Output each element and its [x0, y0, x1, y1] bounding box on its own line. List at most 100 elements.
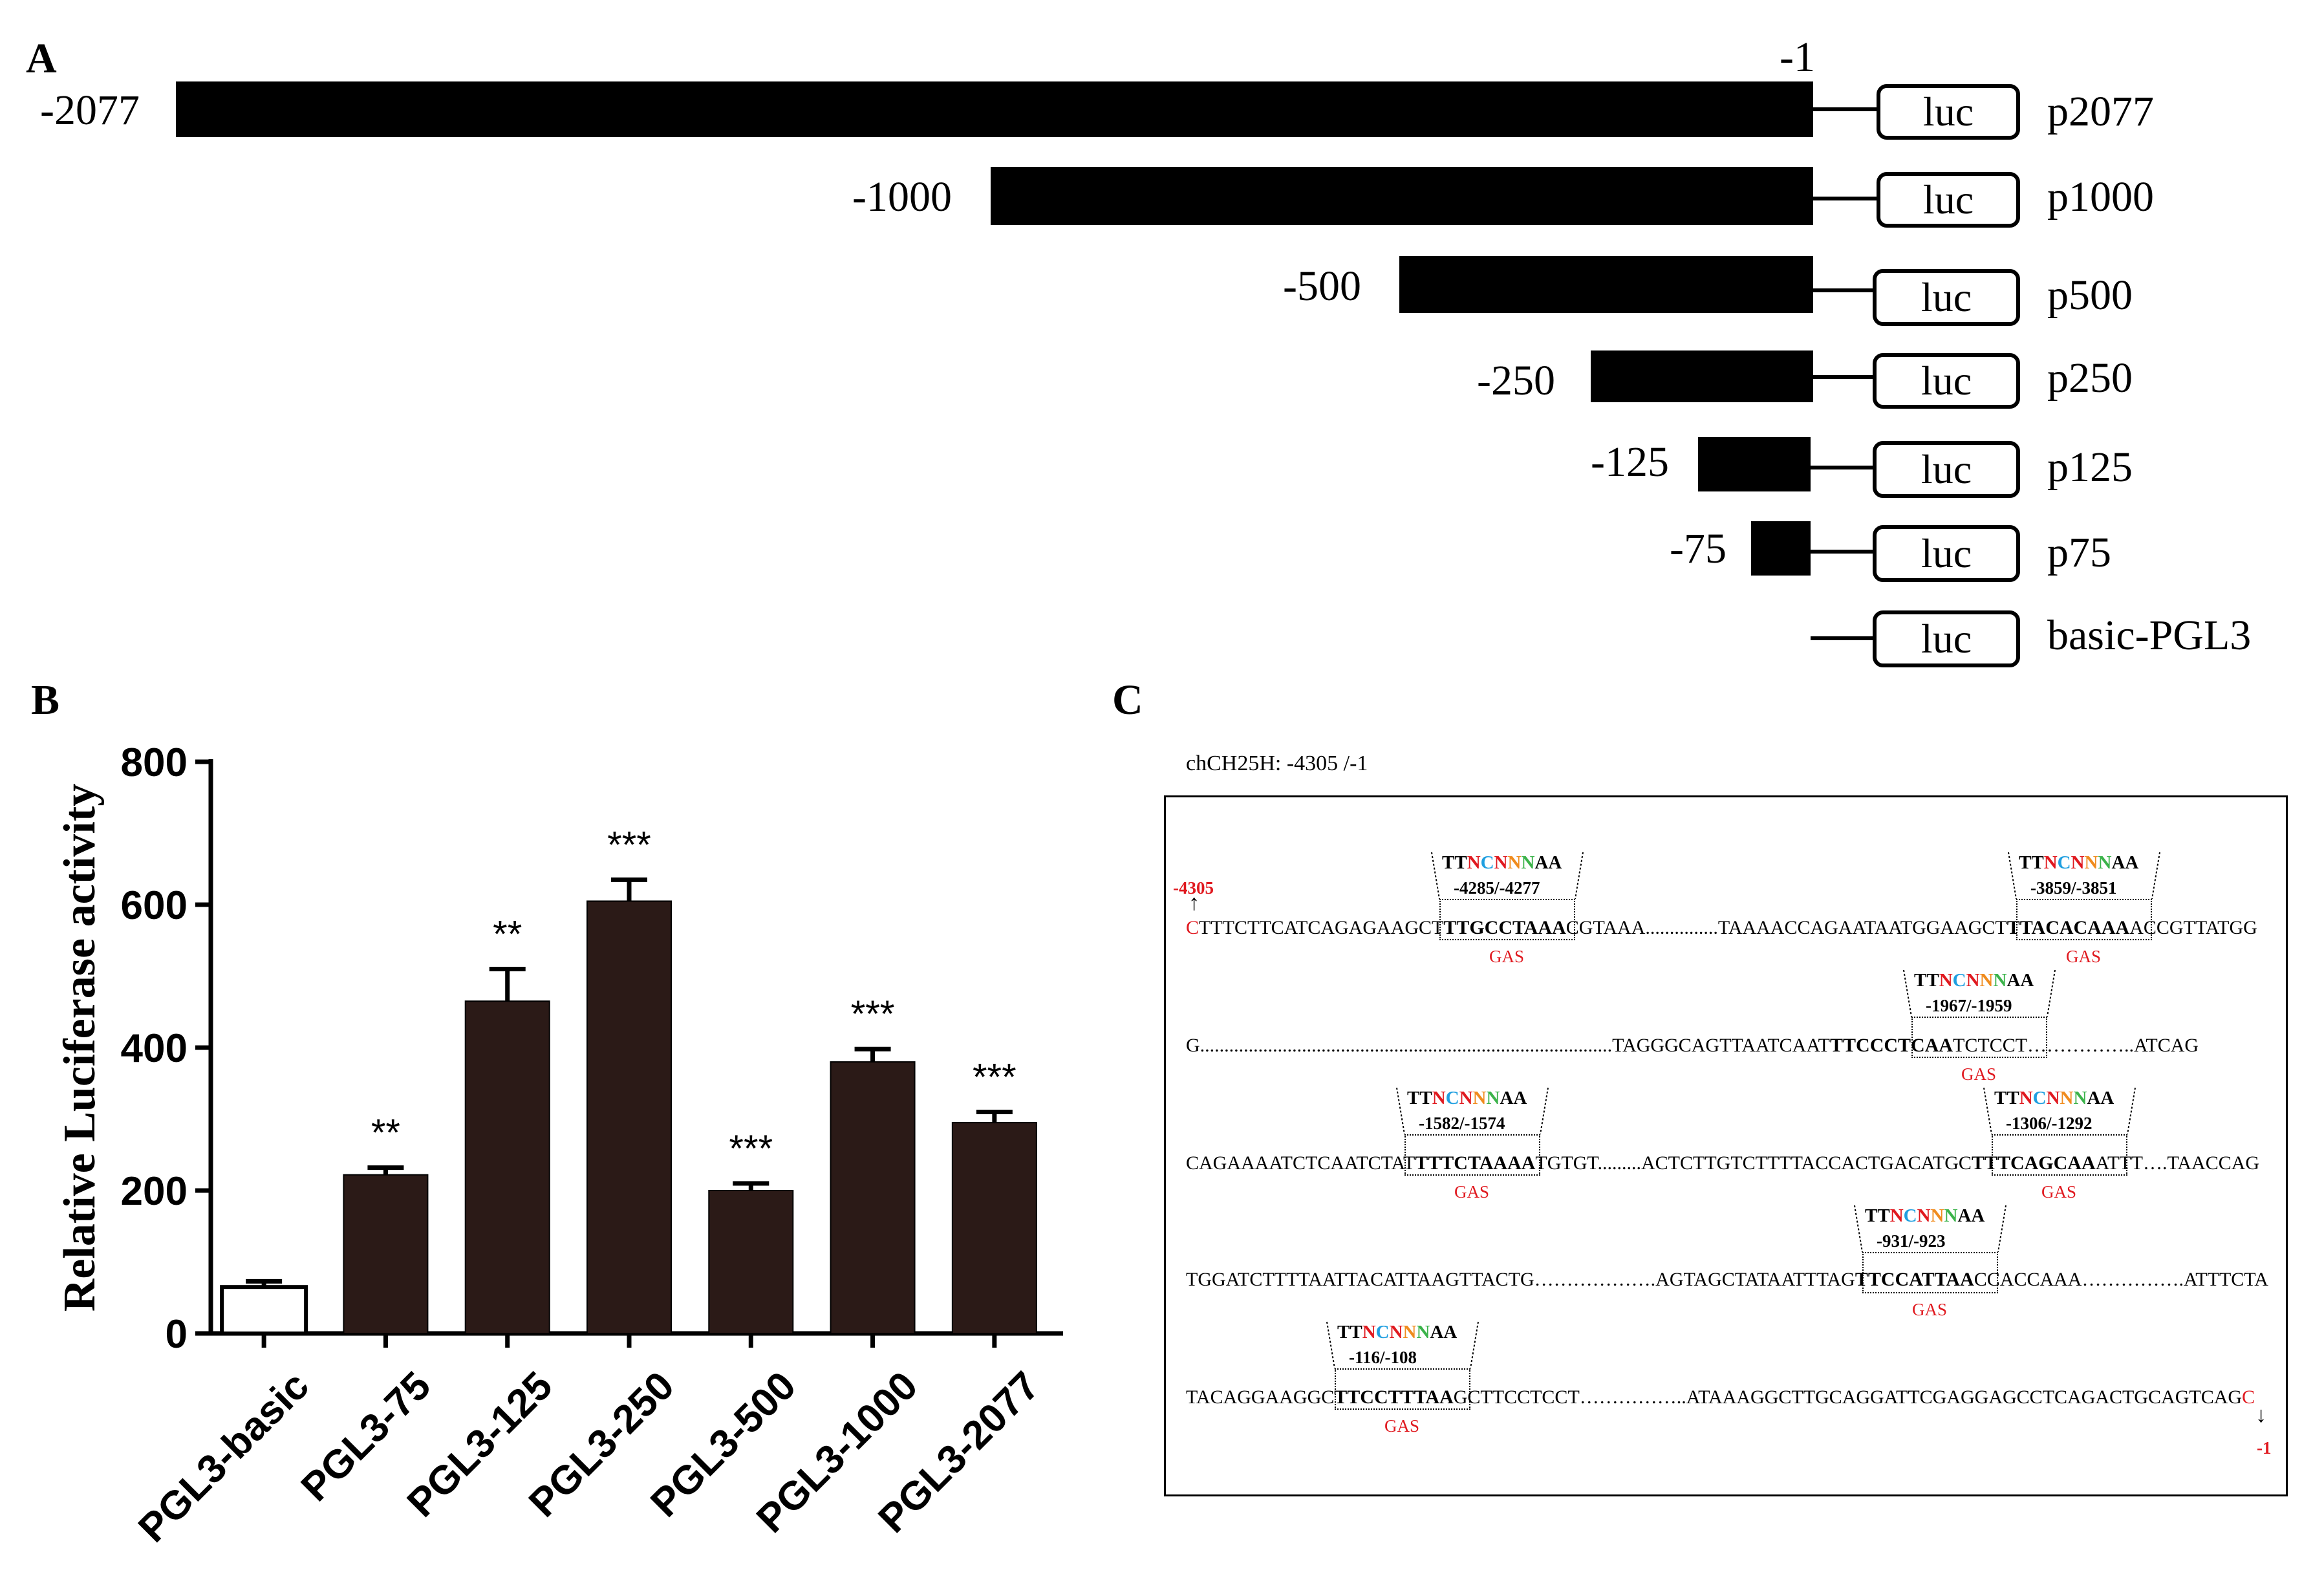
up-arrow-icon: ↑ — [1189, 891, 1200, 915]
connector-line — [1811, 636, 1877, 640]
gas-site-funnel — [1326, 1321, 1479, 1369]
sequence-segment: CGTAAA...............TAAAACCAGAATAATGGAA… — [1565, 917, 2007, 938]
sequence-segment: TGGATCTTTTAATTACATTAAGTTACTG……………….AGTAG… — [1186, 1269, 1855, 1290]
bar — [343, 1174, 429, 1334]
luciferase-bar-chart: 0 200 400 600 800 Relative Luciferase activit… — [55, 740, 1063, 1551]
luc-box: luc — [1873, 610, 2020, 667]
gas-label: GAS — [1961, 1064, 1997, 1084]
gas-site-position: -3859/-3851 — [2030, 878, 2117, 898]
promoter-bar — [1698, 437, 1811, 491]
gas-site-box — [1439, 899, 1575, 940]
promoter-bar — [991, 167, 1813, 225]
construct-start-label: -2077 — [40, 87, 140, 134]
promoter-bar — [1751, 521, 1811, 576]
start-base: C — [1186, 917, 1200, 938]
sequence-frame — [1164, 795, 2288, 1496]
gas-site-box — [1992, 1134, 2127, 1176]
sequence-segment: TTTCTTCATCAGAGAAGCT — [1199, 917, 1444, 938]
connector-line — [1811, 550, 1877, 554]
significance-label: ** — [493, 913, 522, 955]
gas-label: GAS — [1384, 1416, 1420, 1436]
sequence-segment: CCACCAAA…………….ATTTCTA — [1974, 1269, 2268, 1290]
sequence-segment: TACAGGAAGGC — [1186, 1386, 1335, 1408]
gas-site-box — [1862, 1252, 1998, 1293]
gas-site-position: -931/-923 — [1877, 1231, 1946, 1251]
sequence-segment: CAGAAAATCTCAATCTAT — [1186, 1152, 1415, 1174]
gas-site-sequence: TTACACAAA — [2007, 917, 2130, 938]
gas-site-sequence: TTCCTTTAA — [1334, 1386, 1454, 1408]
gas-consensus-motif: TTNCNNNAA — [1442, 852, 1562, 873]
sequence-title: chCH25H: -4305 /-1 — [1186, 751, 1368, 775]
gas-site-funnel — [1431, 852, 1584, 900]
promoter-bar — [1591, 350, 1813, 402]
gas-site-funnel — [1854, 1205, 2007, 1253]
gas-site-sequence: TTCCATTAA — [1855, 1269, 1974, 1290]
gas-site-position: -1306/-1292 — [2006, 1114, 2093, 1133]
construct-name-label: p125 — [2047, 444, 2133, 491]
luc-box: luc — [1877, 172, 2020, 228]
significance-label: ** — [371, 1112, 400, 1154]
construct-name-label: p1000 — [2047, 173, 2154, 221]
gas-site-funnel — [2008, 852, 2160, 900]
gas-site-funnel — [1903, 969, 2056, 1017]
connector-line — [1811, 466, 1877, 469]
end-marker-label: -1 — [2257, 1438, 2272, 1458]
construct-start-label: -125 — [1591, 438, 1669, 486]
gas-site-box — [1404, 1134, 1540, 1176]
gas-label: GAS — [2041, 1182, 2077, 1202]
promoter-bar — [1399, 256, 1813, 313]
y-tick-label: 400 — [121, 1026, 188, 1071]
construct-start-label: -75 — [1670, 525, 1727, 572]
sequence-segment: TCTCCT……………..ATCAG — [1953, 1035, 2199, 1056]
gas-site-box — [1335, 1368, 1470, 1410]
significance-label: *** — [729, 1128, 773, 1170]
luc-box: luc — [1873, 441, 2020, 498]
sequence-segment: ATTT….TAACCAG — [2095, 1152, 2260, 1174]
sequence-row-4: TGGATCTTTTAATTACATTAAGTTACTG……………….AGTAG… — [1186, 1270, 2268, 1289]
luc-box: luc — [1873, 525, 2020, 582]
y-tick-label: 200 — [121, 1169, 188, 1214]
gas-site-position: -4285/-4277 — [1454, 878, 1540, 898]
down-arrow-icon: ↓ — [2255, 1403, 2266, 1427]
gas-label: GAS — [1454, 1182, 1490, 1202]
y-axis-label: Relative Luciferase activity — [55, 784, 105, 1311]
end-base: C — [2242, 1386, 2255, 1408]
sequence-segment: G.......................................… — [1186, 1035, 1831, 1056]
panel-b-letter: B — [31, 676, 60, 724]
connector-line — [1813, 375, 1878, 379]
gas-consensus-motif: TTNCNNNAA — [1337, 1322, 1458, 1342]
gas-site-sequence: TTCCCTCAA — [1830, 1035, 1953, 1056]
connector-line — [1813, 288, 1878, 292]
y-tick-label: 600 — [121, 883, 188, 928]
gas-consensus-motif: TTNCNNNAA — [1994, 1088, 2114, 1108]
construct-name-label: p500 — [2047, 272, 2133, 319]
gas-consensus-motif: TTNCNNNAA — [1865, 1205, 1985, 1226]
gas-site-box — [1911, 1017, 2047, 1058]
bar — [830, 1061, 916, 1334]
sequence-row-3: CAGAAAATCTCAATCTATTTTCTAAAATGTGT........… — [1186, 1154, 2259, 1173]
luc-box: luc — [1873, 353, 2020, 409]
bar — [464, 1000, 550, 1334]
x-tick-label: PGL3-basic — [130, 1363, 317, 1551]
construct-name-label: p250 — [2047, 354, 2133, 402]
gas-label: GAS — [2066, 947, 2102, 966]
start-marker-label: -4305 — [1173, 878, 1214, 898]
gas-site-position: -1967/-1959 — [1926, 996, 2012, 1015]
construct-start-label: -1000 — [852, 173, 952, 221]
luc-box: luc — [1877, 84, 2020, 140]
connector-line — [1813, 107, 1878, 111]
gas-label: GAS — [1489, 947, 1525, 966]
gas-consensus-motif: TTNCNNNAA — [1914, 970, 2034, 991]
significance-label: *** — [607, 824, 651, 866]
luc-box: luc — [1873, 269, 2020, 326]
gas-consensus-motif: TTNCNNNAA — [2019, 852, 2139, 873]
sequence-row-2: G.......................................… — [1186, 1036, 2199, 1055]
y-tick-label: 0 — [166, 1312, 188, 1357]
connector-line — [1813, 197, 1878, 200]
sequence-row-1: CTTTCTTCATCAGAGAAGCTTTGCCTAAACGTAAA.....… — [1186, 918, 2257, 938]
end-position-label: -1 — [1780, 34, 1815, 81]
gas-consensus-motif: TTNCNNNAA — [1407, 1088, 1527, 1108]
construct-name-label: basic-PGL3 — [2047, 612, 2252, 659]
gas-site-position: -1582/-1574 — [1419, 1114, 1505, 1133]
panel-c-letter: C — [1112, 676, 1143, 724]
